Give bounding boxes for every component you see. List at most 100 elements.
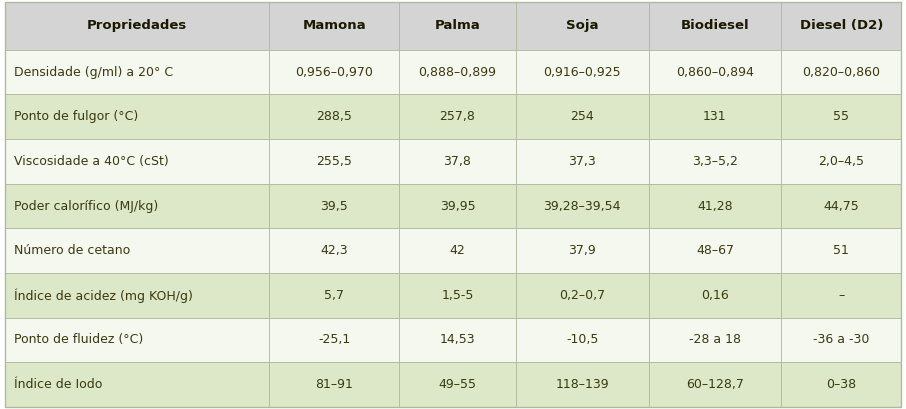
Bar <box>400 228 516 273</box>
Bar <box>781 318 901 362</box>
Text: -28 a 18: -28 a 18 <box>689 333 741 346</box>
Text: Diesel (D2): Diesel (D2) <box>800 20 883 32</box>
Text: 41,28: 41,28 <box>697 200 733 213</box>
Bar <box>400 362 516 407</box>
Bar <box>649 273 781 318</box>
Text: 39,5: 39,5 <box>321 200 348 213</box>
Text: 131: 131 <box>703 110 727 123</box>
Bar <box>400 184 516 228</box>
Bar <box>649 184 781 228</box>
Bar <box>269 228 400 273</box>
Text: 37,3: 37,3 <box>568 155 596 168</box>
Bar <box>649 2 781 50</box>
Bar <box>400 2 516 50</box>
Bar <box>516 2 649 50</box>
Bar <box>781 273 901 318</box>
Text: 0,16: 0,16 <box>701 289 728 302</box>
Text: -25,1: -25,1 <box>318 333 351 346</box>
Text: 1,5-5: 1,5-5 <box>441 289 474 302</box>
Bar <box>5 184 269 228</box>
Bar <box>5 318 269 362</box>
Text: 51: 51 <box>834 244 849 257</box>
Bar <box>5 2 269 50</box>
Bar <box>5 362 269 407</box>
Text: 0,956–0,970: 0,956–0,970 <box>295 66 373 79</box>
Bar <box>5 50 269 94</box>
Bar <box>516 139 649 184</box>
Text: 288,5: 288,5 <box>316 110 352 123</box>
Text: 49–55: 49–55 <box>439 378 477 391</box>
Text: Índice de acidez (mg KOH/g): Índice de acidez (mg KOH/g) <box>14 288 192 303</box>
Bar <box>516 184 649 228</box>
Bar <box>400 94 516 139</box>
Bar <box>516 318 649 362</box>
Bar <box>781 2 901 50</box>
Text: Número de cetano: Número de cetano <box>14 244 130 257</box>
Text: 0,860–0,894: 0,860–0,894 <box>676 66 754 79</box>
Bar <box>781 50 901 94</box>
Text: 37,8: 37,8 <box>444 155 471 168</box>
Bar <box>781 94 901 139</box>
Text: 44,75: 44,75 <box>824 200 859 213</box>
Bar <box>5 228 269 273</box>
Text: 37,9: 37,9 <box>568 244 596 257</box>
Bar <box>5 273 269 318</box>
Bar <box>269 94 400 139</box>
Text: Ponto de fulgor (°C): Ponto de fulgor (°C) <box>14 110 138 123</box>
Bar <box>5 94 269 139</box>
Bar <box>269 139 400 184</box>
Text: 42,3: 42,3 <box>321 244 348 257</box>
Text: -36 a -30: -36 a -30 <box>814 333 870 346</box>
Text: Viscosidade a 40°C (cSt): Viscosidade a 40°C (cSt) <box>14 155 169 168</box>
Bar <box>400 318 516 362</box>
Bar <box>649 50 781 94</box>
Bar <box>5 139 269 184</box>
Bar <box>269 50 400 94</box>
Text: Soja: Soja <box>566 20 598 32</box>
Bar <box>781 184 901 228</box>
Text: 14,53: 14,53 <box>439 333 476 346</box>
Text: 0–38: 0–38 <box>826 378 856 391</box>
Text: 0,820–0,860: 0,820–0,860 <box>803 66 881 79</box>
Bar <box>400 273 516 318</box>
Bar <box>649 318 781 362</box>
Text: Palma: Palma <box>435 20 480 32</box>
Text: –: – <box>838 289 844 302</box>
Text: 5,7: 5,7 <box>324 289 344 302</box>
Text: 60–128,7: 60–128,7 <box>686 378 744 391</box>
Text: 48–67: 48–67 <box>696 244 734 257</box>
Text: Poder calorífico (MJ/kg): Poder calorífico (MJ/kg) <box>14 200 158 213</box>
Text: 42: 42 <box>449 244 466 257</box>
Text: 55: 55 <box>834 110 850 123</box>
Text: 257,8: 257,8 <box>439 110 476 123</box>
Text: 254: 254 <box>570 110 594 123</box>
Text: Densidade (g/ml) a 20° C: Densidade (g/ml) a 20° C <box>14 66 173 79</box>
Bar <box>269 362 400 407</box>
Text: 0,888–0,899: 0,888–0,899 <box>419 66 496 79</box>
Text: Ponto de fluidez (°C): Ponto de fluidez (°C) <box>14 333 143 346</box>
Bar <box>781 139 901 184</box>
Text: 81–91: 81–91 <box>315 378 353 391</box>
Text: 39,95: 39,95 <box>439 200 476 213</box>
Text: Mamona: Mamona <box>303 20 366 32</box>
Bar <box>781 228 901 273</box>
Text: 255,5: 255,5 <box>316 155 352 168</box>
Bar <box>516 50 649 94</box>
Text: 2,0–4,5: 2,0–4,5 <box>818 155 864 168</box>
Bar <box>516 362 649 407</box>
Bar <box>269 318 400 362</box>
Text: 3,3–5,2: 3,3–5,2 <box>692 155 737 168</box>
Bar <box>400 50 516 94</box>
Bar <box>649 362 781 407</box>
Bar <box>649 94 781 139</box>
Text: Propriedades: Propriedades <box>87 20 187 32</box>
Text: Biodiesel: Biodiesel <box>680 20 749 32</box>
Bar <box>269 2 400 50</box>
Bar <box>781 362 901 407</box>
Bar <box>516 94 649 139</box>
Text: 39,28–39,54: 39,28–39,54 <box>544 200 621 213</box>
Text: Índice de Iodo: Índice de Iodo <box>14 378 102 391</box>
Bar <box>516 273 649 318</box>
Text: 0,916–0,925: 0,916–0,925 <box>544 66 621 79</box>
Bar <box>269 184 400 228</box>
